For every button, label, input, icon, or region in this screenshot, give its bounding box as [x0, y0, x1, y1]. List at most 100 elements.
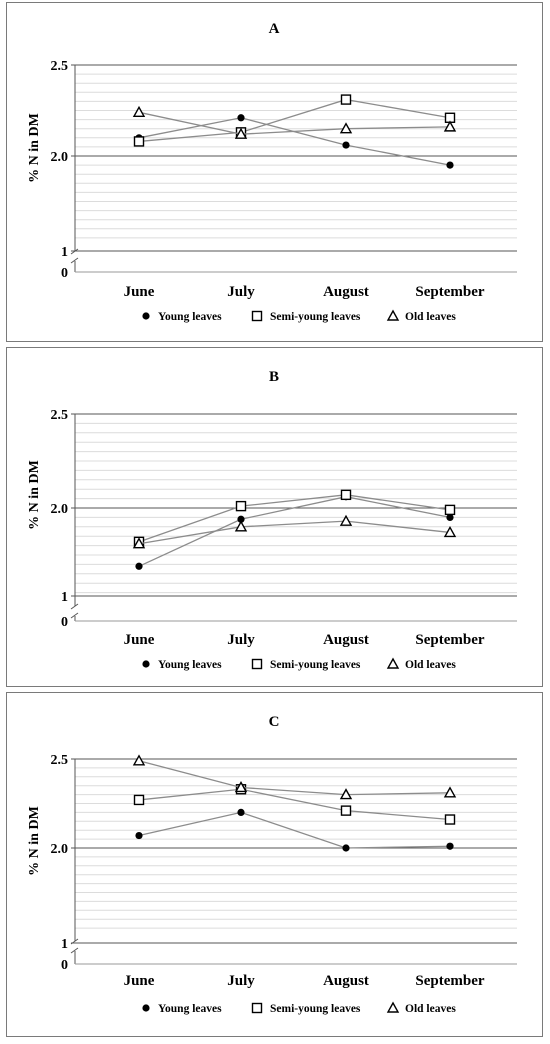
axis-break-mark: [70, 947, 79, 954]
y-tick-label: 1: [61, 245, 68, 260]
legend-b: Young leaves Semi-young leaves Old leaves: [142, 657, 456, 671]
chart-panel-a: 2.5 2.0 1 0 % N in DM A June July August Septembe…: [6, 2, 543, 342]
y-tick-label: 2.5: [51, 753, 69, 768]
legend-label: Young leaves: [158, 659, 222, 671]
data-point: [135, 562, 143, 570]
data-point: [132, 537, 146, 549]
series-a-old-leaves: [132, 105, 457, 139]
data-point: [234, 127, 248, 139]
x-tick-label: June: [124, 632, 155, 648]
legend-label: Old leaves: [405, 659, 456, 671]
minor-gridlines-c: [75, 767, 517, 929]
series-c-old-leaves: [132, 754, 457, 800]
data-point: [340, 94, 352, 105]
legend-marker: [386, 657, 400, 669]
data-point: [234, 520, 248, 532]
y-axis-label: % N in DM: [27, 460, 42, 530]
legend-a: Young leaves Semi-young leaves Old leaves: [142, 309, 456, 323]
data-point: [133, 136, 145, 147]
data-point: [444, 504, 456, 516]
minor-gridlines-b: [75, 422, 517, 594]
x-tick-label: August: [323, 632, 369, 648]
y-tick-label: 2.5: [51, 59, 69, 74]
legend-marker: [251, 658, 263, 670]
data-point: [234, 781, 248, 793]
x-tick-label: August: [323, 284, 369, 300]
data-point: [235, 500, 247, 512]
data-point: [443, 525, 457, 538]
legend-marker: [142, 1004, 150, 1012]
data-point: [339, 788, 353, 800]
x-tick-label: August: [323, 973, 369, 989]
y-tick-label: 2.0: [51, 150, 69, 165]
y-axis-c: [70, 758, 517, 965]
series-b-young-leaves: [135, 493, 454, 570]
x-tick-label: September: [415, 284, 484, 300]
x-tick-label: September: [415, 973, 484, 989]
legend-marker: [142, 660, 150, 668]
chart-title-c: C: [269, 714, 280, 730]
x-tick-label: July: [227, 973, 255, 989]
data-point: [342, 141, 350, 149]
data-point: [446, 842, 454, 850]
legend-label: Semi-young leaves: [270, 311, 361, 323]
data-point: [237, 114, 245, 122]
data-point: [446, 161, 454, 169]
data-point: [443, 120, 457, 132]
series-b-old-leaves: [132, 514, 457, 549]
legend-c: Young leaves Semi-young leaves Old leaves: [142, 1001, 456, 1015]
series-line: [138, 117, 451, 166]
x-tick-label: July: [227, 632, 255, 648]
chart-a: 2.5 2.0 1 0 % N in DM A June July August Septembe…: [27, 21, 517, 323]
legend-marker: [386, 309, 400, 321]
data-point: [446, 513, 454, 521]
legend-marker: [386, 1001, 400, 1013]
data-point: [443, 786, 457, 798]
data-point: [237, 808, 245, 816]
chart-b: 2.5 2.0 1 0 % N in DM B June July August Septembe…: [27, 369, 517, 671]
legend-label: Semi-young leaves: [270, 659, 361, 671]
y-axis-b: [70, 413, 517, 622]
legend-label: Young leaves: [158, 1003, 222, 1015]
y-tick-label: 1: [61, 590, 68, 605]
data-point: [132, 754, 146, 766]
data-point: [444, 814, 456, 825]
y-tick-label: 2.0: [51, 502, 69, 517]
series-line: [138, 98, 451, 143]
series-line: [138, 760, 451, 796]
x-tick-label: July: [227, 284, 255, 300]
chart-panel-c: 2.5 2.0 1 0 % N in DM C June July August Septembe…: [6, 692, 543, 1037]
x-tick-label: September: [415, 632, 484, 648]
legend-marker: [251, 310, 263, 322]
legend-label: Old leaves: [405, 1003, 456, 1015]
y-axis-label: % N in DM: [27, 806, 42, 876]
data-point: [135, 831, 143, 840]
series-line: [138, 520, 451, 545]
axis-break-mark: [70, 603, 79, 610]
major-gridlines-a: [75, 64, 517, 252]
legend-label: Old leaves: [405, 311, 456, 323]
data-point: [340, 489, 352, 501]
data-point: [342, 844, 350, 852]
legend-marker: [251, 1002, 263, 1014]
chart-c: 2.5 2.0 1 0 % N in DM C June July August Septembe…: [27, 714, 517, 1015]
legend-label: Young leaves: [158, 311, 222, 323]
y-axis-a: [70, 64, 517, 273]
y-tick-label: 0: [61, 615, 68, 630]
chart-title-a: A: [269, 21, 280, 37]
legend-marker: [142, 312, 150, 320]
y-tick-label: 0: [61, 958, 68, 973]
chart-panel-b: 2.5 2.0 1 0 % N in DM B June July August Septembe…: [6, 347, 543, 687]
y-tick-label: 2.5: [51, 408, 69, 423]
series-line: [138, 111, 451, 135]
data-point: [339, 514, 353, 526]
axis-break-mark: [70, 612, 79, 619]
major-gridlines-c: [75, 758, 517, 944]
chart-title-b: B: [269, 369, 279, 385]
y-tick-label: 0: [61, 266, 68, 281]
series-a-semi-young-leaves: [133, 94, 456, 147]
series-line: [138, 494, 451, 543]
legend-label: Semi-young leaves: [270, 1003, 361, 1015]
series-line: [138, 496, 451, 567]
series-line: [138, 788, 451, 821]
